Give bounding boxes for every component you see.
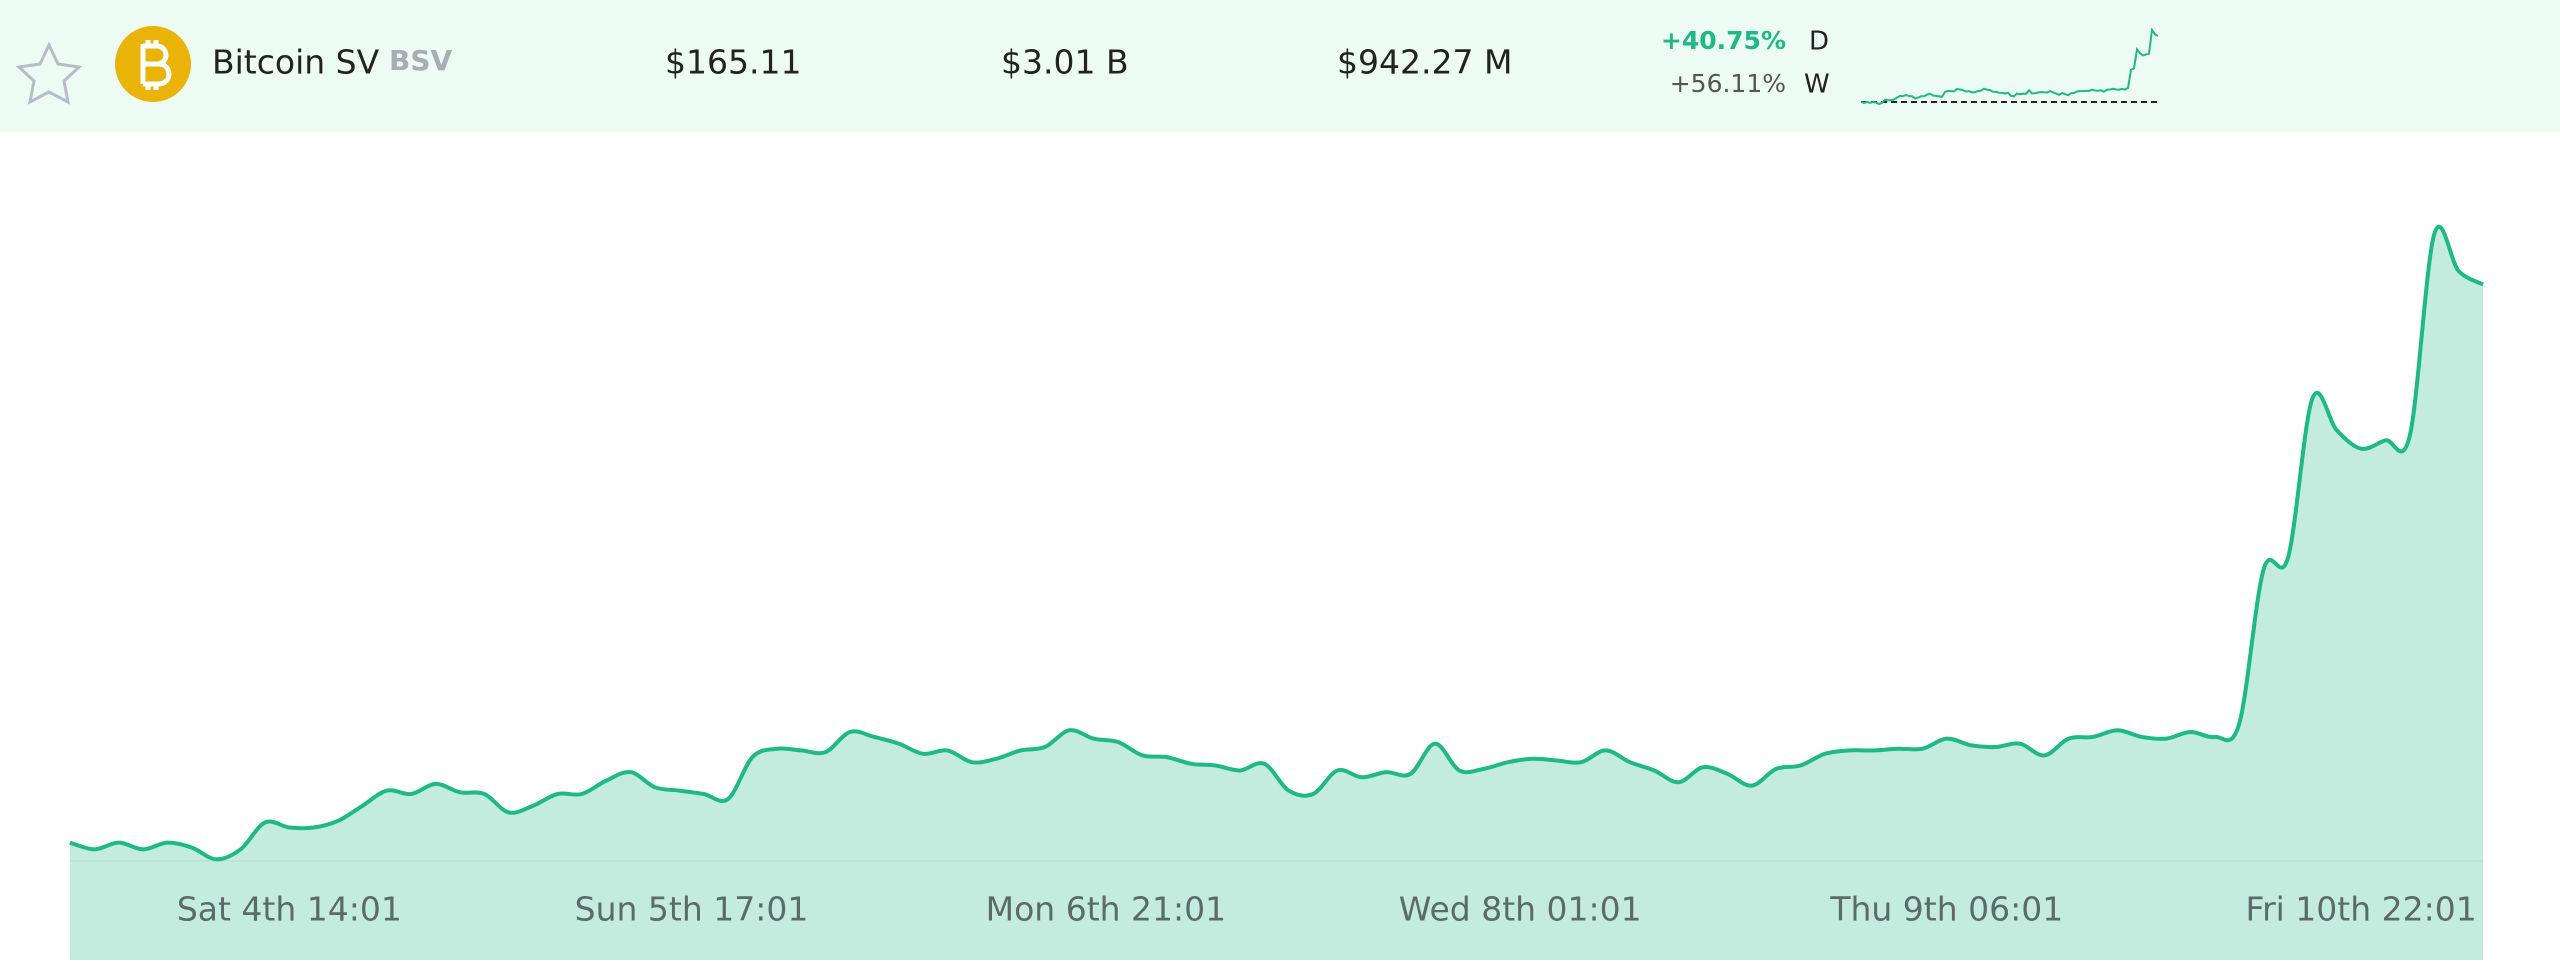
- price: $165.11: [665, 43, 801, 82]
- favorite-star[interactable]: [15, 41, 83, 105]
- market-cap: $3.01 B: [1001, 43, 1129, 82]
- coin-row[interactable]: [0, 0, 2560, 132]
- x-tick-label: Sun 5th 17:01: [575, 890, 809, 929]
- x-tick-label: Thu 9th 06:01: [1829, 890, 2063, 929]
- x-tick-label: Fri 10th 22:01: [2246, 890, 2477, 929]
- price-chart: Sat 4th 14:01 Sun 5th 17:01 Mon 6th 21:01 W…: [69, 224, 2484, 960]
- x-tick-label: Sat 4th 14:01: [177, 890, 402, 929]
- sparkline-line: [1860, 27, 2159, 106]
- change-week: +56.11%: [1670, 69, 1786, 98]
- area-fill: [70, 226, 2483, 960]
- x-tick-label: Wed 8th 01:01: [1399, 890, 1642, 929]
- price-line: [69, 224, 2484, 862]
- coin-icon-glyph: [140, 40, 172, 90]
- change-day-period: D: [1809, 27, 1829, 57]
- change-day: +40.75%: [1661, 26, 1786, 55]
- coin-name[interactable]: Bitcoin SV: [212, 43, 380, 82]
- x-tick-label: Mon 6th 21:01: [986, 890, 1227, 929]
- change-week-period: W: [1804, 70, 1830, 100]
- volume: $942.27 M: [1337, 43, 1512, 82]
- sparkline: [1860, 27, 2159, 106]
- coin-symbol: BSV: [389, 44, 453, 77]
